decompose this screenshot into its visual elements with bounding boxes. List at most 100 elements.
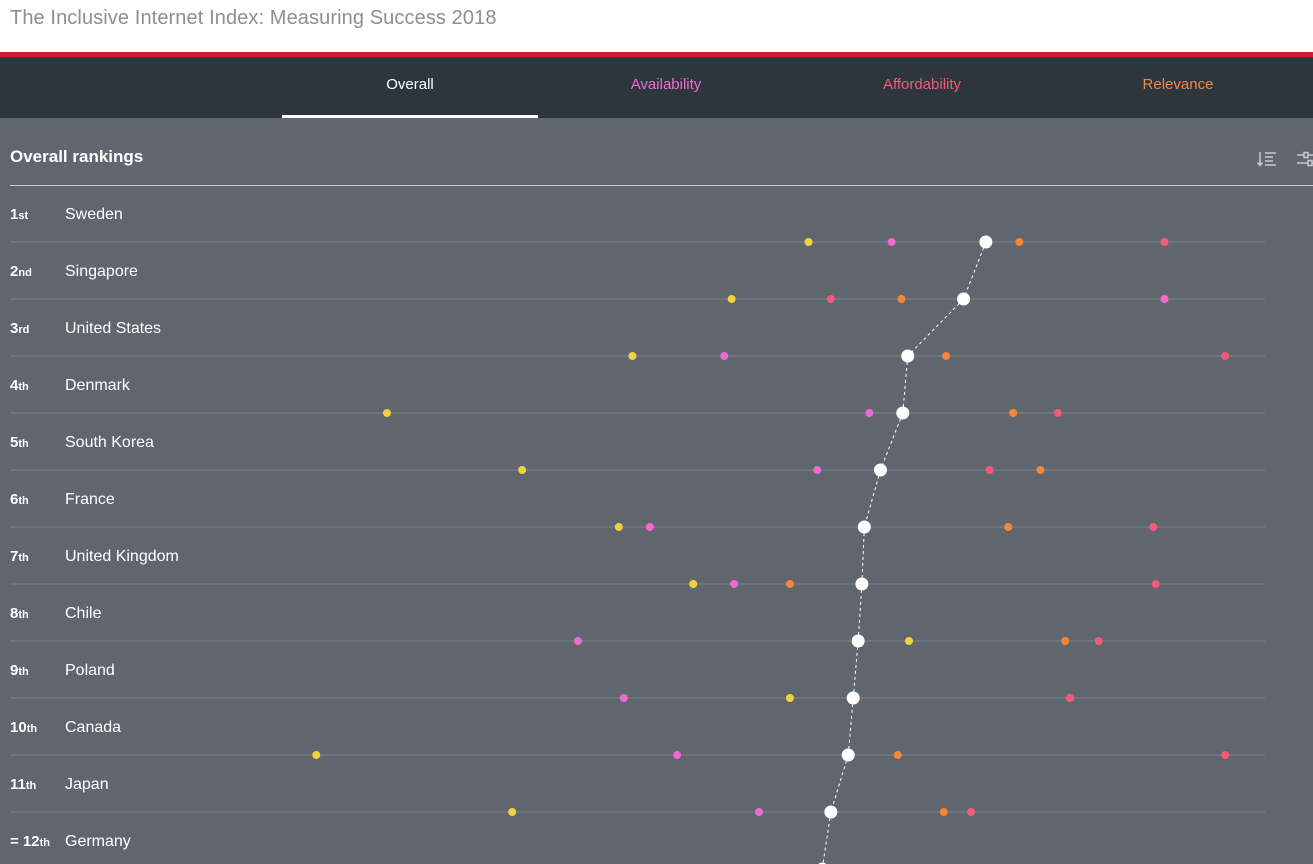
overall-score-dot[interactable] [855,577,869,591]
overall-trend-connector [822,811,832,864]
overall-score-dot[interactable] [896,406,910,420]
country-name[interactable]: Poland [65,662,115,679]
overall-score-dot[interactable] [846,691,860,705]
overall-trend-connector [907,298,964,357]
relevance-score-dot[interactable] [942,352,951,360]
readiness-score-dot[interactable] [508,808,517,816]
tab-overall-label: Overall [386,76,434,93]
readiness-score-dot[interactable] [689,580,698,588]
tab-availability-label: Availability [630,76,702,93]
overall-score-dot[interactable] [857,520,871,534]
rank-label: 1st [10,206,29,223]
overall-trend-connector [830,754,849,813]
overall-score-dot[interactable] [901,349,915,363]
country-name[interactable]: Canada [65,719,122,736]
readiness-score-dot[interactable] [785,694,794,702]
sort-list-icon[interactable] [1257,150,1277,168]
country-name[interactable]: United States [65,320,162,337]
overall-trend-connector [902,355,909,414]
affordability-score-dot[interactable] [1066,694,1075,702]
affordability-score-dot[interactable] [1053,409,1062,417]
availability-score-dot[interactable] [573,637,582,645]
availability-score-dot[interactable] [673,751,682,759]
country-name[interactable]: Singapore [65,263,138,280]
availability-score-dot[interactable] [887,238,896,246]
country-name[interactable]: Denmark [65,377,130,394]
accent-divider [0,52,1313,57]
availability-score-dot[interactable] [1160,295,1169,303]
availability-score-dot[interactable] [730,580,739,588]
rank-label: 2nd [10,263,32,280]
page-title: The Inclusive Internet Index: Measuring … [10,7,497,29]
relevance-score-dot[interactable] [897,295,906,303]
overall-trend-connector [847,697,854,756]
readiness-score-dot[interactable] [727,295,736,303]
readiness-score-dot[interactable] [382,409,391,417]
affordability-score-dot[interactable] [967,808,975,816]
readiness-score-dot[interactable] [614,523,623,531]
overall-trend-connector [852,640,859,699]
relevance-score-dot[interactable] [1015,238,1024,246]
readiness-score-dot[interactable] [518,466,527,474]
relevance-score-dot[interactable] [1036,466,1045,474]
overall-score-dot[interactable] [979,235,993,249]
rank-label: 5th [10,434,29,451]
country-name[interactable]: Japan [65,776,109,793]
overall-trend-connector [857,583,863,642]
rank-label: 4th [10,377,29,394]
rank-label: 3rd [10,320,30,337]
header-divider [10,185,1313,186]
rank-label: 8th [10,605,29,622]
availability-score-dot[interactable] [813,466,822,474]
affordability-score-dot[interactable] [1151,580,1160,588]
title-bar: The Inclusive Internet Index: Measuring … [0,0,1313,52]
affordability-score-dot[interactable] [1094,637,1103,645]
relevance-score-dot[interactable] [1004,523,1013,531]
rank-label: 6th [10,491,29,508]
overall-score-dot[interactable] [824,805,838,819]
availability-score-dot[interactable] [645,523,654,531]
readiness-score-dot[interactable] [905,637,913,645]
readiness-score-dot[interactable] [628,352,637,360]
availability-score-dot[interactable] [865,409,874,417]
rank-label: 7th [10,548,29,565]
relevance-score-dot[interactable] [785,580,794,588]
affordability-score-dot[interactable] [1149,523,1158,531]
overall-score-dot[interactable] [873,463,887,477]
availability-score-dot[interactable] [619,694,628,702]
overall-trend-connector [963,241,987,300]
country-name[interactable]: France [65,491,115,508]
section-title: Overall rankings [10,147,144,166]
country-name[interactable]: United Kingdom [65,548,179,565]
tab-affordability[interactable]: Affordability [794,57,1050,118]
readiness-score-dot[interactable] [804,238,813,246]
affordability-score-dot[interactable] [985,466,994,474]
country-name[interactable]: Sweden [65,206,123,223]
relevance-score-dot[interactable] [1009,409,1018,417]
availability-score-dot[interactable] [754,808,763,816]
affordability-score-dot[interactable] [1160,238,1169,246]
tab-relevance-label: Relevance [1142,76,1214,93]
relevance-score-dot[interactable] [1061,637,1070,645]
affordability-score-dot[interactable] [1221,751,1230,759]
overall-trend-connector [880,412,904,471]
country-name[interactable]: Germany [65,833,131,850]
tab-overall[interactable]: Overall [282,57,538,118]
readiness-score-dot[interactable] [312,751,321,759]
overall-score-dot[interactable] [841,748,855,762]
country-name[interactable]: Chile [65,605,102,622]
overall-score-dot[interactable] [957,292,971,306]
tab-availability[interactable]: Availability [538,57,794,118]
overall-trend-connector [863,469,881,528]
availability-score-dot[interactable] [720,352,729,360]
rank-label: 11th [10,776,37,793]
rank-label: = 12th [10,833,51,850]
relevance-score-dot[interactable] [893,751,902,759]
tab-relevance[interactable]: Relevance [1050,57,1306,118]
country-name[interactable]: South Korea [65,434,154,451]
affordability-score-dot[interactable] [826,295,835,303]
affordability-score-dot[interactable] [1221,352,1230,360]
relevance-score-dot[interactable] [939,808,948,816]
overall-score-dot[interactable] [851,634,865,648]
